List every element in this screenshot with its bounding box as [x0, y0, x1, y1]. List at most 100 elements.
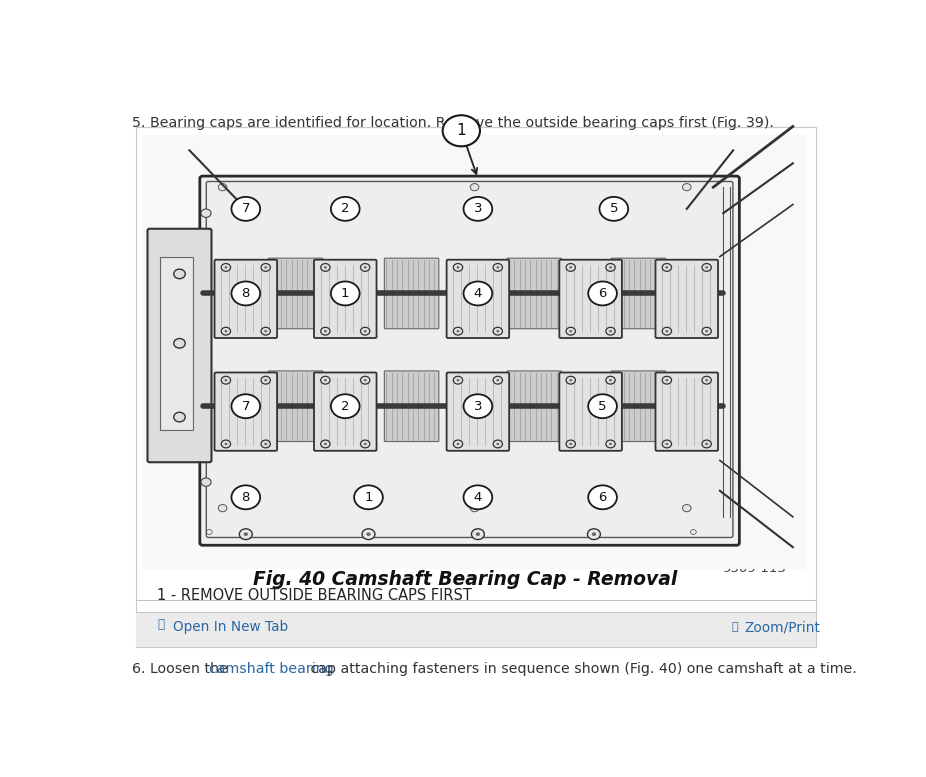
Circle shape [496, 330, 499, 333]
Text: 1: 1 [364, 491, 373, 503]
Circle shape [606, 376, 615, 384]
Circle shape [566, 263, 575, 271]
Circle shape [682, 183, 691, 191]
Text: 6: 6 [598, 287, 607, 300]
FancyBboxPatch shape [215, 372, 277, 451]
Text: 8: 8 [242, 287, 250, 300]
Circle shape [569, 267, 572, 269]
Circle shape [609, 267, 612, 269]
Circle shape [569, 330, 572, 333]
FancyBboxPatch shape [200, 176, 739, 545]
Circle shape [666, 379, 669, 382]
Circle shape [354, 486, 382, 509]
Circle shape [443, 115, 480, 146]
Circle shape [662, 376, 671, 384]
Circle shape [324, 330, 327, 333]
FancyBboxPatch shape [269, 371, 323, 441]
FancyBboxPatch shape [656, 260, 718, 338]
Text: 1: 1 [457, 124, 466, 138]
Circle shape [566, 327, 575, 335]
Circle shape [662, 263, 671, 271]
Text: 7: 7 [242, 202, 250, 215]
Text: 2: 2 [341, 399, 349, 413]
FancyBboxPatch shape [314, 260, 377, 338]
Circle shape [662, 327, 671, 335]
Circle shape [261, 263, 270, 271]
Circle shape [224, 330, 228, 333]
FancyBboxPatch shape [446, 260, 509, 338]
Circle shape [201, 209, 211, 218]
Circle shape [702, 376, 711, 384]
Circle shape [174, 339, 185, 348]
Text: camshaft bearing: camshaft bearing [209, 662, 334, 676]
FancyBboxPatch shape [206, 182, 732, 538]
FancyBboxPatch shape [559, 260, 622, 338]
Text: 5: 5 [598, 399, 607, 413]
Circle shape [662, 440, 671, 448]
Circle shape [264, 330, 267, 333]
Circle shape [706, 267, 708, 269]
FancyBboxPatch shape [384, 371, 439, 441]
Circle shape [364, 330, 367, 333]
FancyBboxPatch shape [559, 372, 622, 451]
Text: 3: 3 [473, 399, 482, 413]
FancyBboxPatch shape [147, 228, 211, 462]
Circle shape [221, 376, 231, 384]
Circle shape [494, 327, 503, 335]
Circle shape [261, 376, 270, 384]
Circle shape [261, 440, 270, 448]
Circle shape [464, 197, 493, 221]
Circle shape [496, 379, 499, 382]
Text: 2: 2 [341, 202, 349, 215]
Circle shape [494, 263, 503, 271]
Circle shape [496, 443, 499, 445]
Bar [159, 256, 193, 430]
Circle shape [592, 532, 596, 536]
Circle shape [224, 379, 228, 382]
FancyBboxPatch shape [507, 371, 561, 441]
Text: 5: 5 [609, 202, 618, 215]
Text: 6. Loosen the: 6. Loosen the [131, 662, 232, 676]
Circle shape [224, 267, 228, 269]
Circle shape [606, 440, 615, 448]
Circle shape [702, 440, 711, 448]
Circle shape [221, 263, 231, 271]
FancyBboxPatch shape [215, 260, 277, 338]
Circle shape [324, 379, 327, 382]
Circle shape [599, 197, 628, 221]
Text: 8: 8 [242, 491, 250, 503]
Circle shape [494, 376, 503, 384]
Circle shape [331, 281, 359, 305]
Circle shape [666, 330, 669, 333]
Circle shape [232, 486, 260, 509]
FancyBboxPatch shape [507, 258, 561, 329]
Circle shape [682, 504, 691, 512]
FancyBboxPatch shape [656, 372, 718, 451]
Circle shape [264, 443, 267, 445]
Text: 1: 1 [341, 287, 349, 300]
Circle shape [221, 327, 231, 335]
Text: Zoom/Print: Zoom/Print [745, 620, 820, 634]
Circle shape [201, 478, 211, 486]
FancyBboxPatch shape [314, 372, 377, 451]
Circle shape [457, 330, 459, 333]
Text: 7: 7 [242, 399, 250, 413]
Circle shape [471, 529, 484, 539]
Circle shape [324, 267, 327, 269]
Circle shape [569, 379, 572, 382]
Circle shape [364, 443, 367, 445]
Circle shape [494, 440, 503, 448]
Circle shape [706, 379, 708, 382]
Text: Fig. 40 Camshaft Bearing Cap - Removal: Fig. 40 Camshaft Bearing Cap - Removal [253, 570, 678, 589]
Circle shape [264, 379, 267, 382]
Bar [136, 612, 816, 646]
Circle shape [666, 267, 669, 269]
Circle shape [232, 281, 260, 305]
Circle shape [331, 197, 359, 221]
Circle shape [609, 330, 612, 333]
Text: 3: 3 [473, 202, 482, 215]
Circle shape [702, 327, 711, 335]
Circle shape [706, 330, 708, 333]
Circle shape [609, 379, 612, 382]
Circle shape [320, 263, 330, 271]
